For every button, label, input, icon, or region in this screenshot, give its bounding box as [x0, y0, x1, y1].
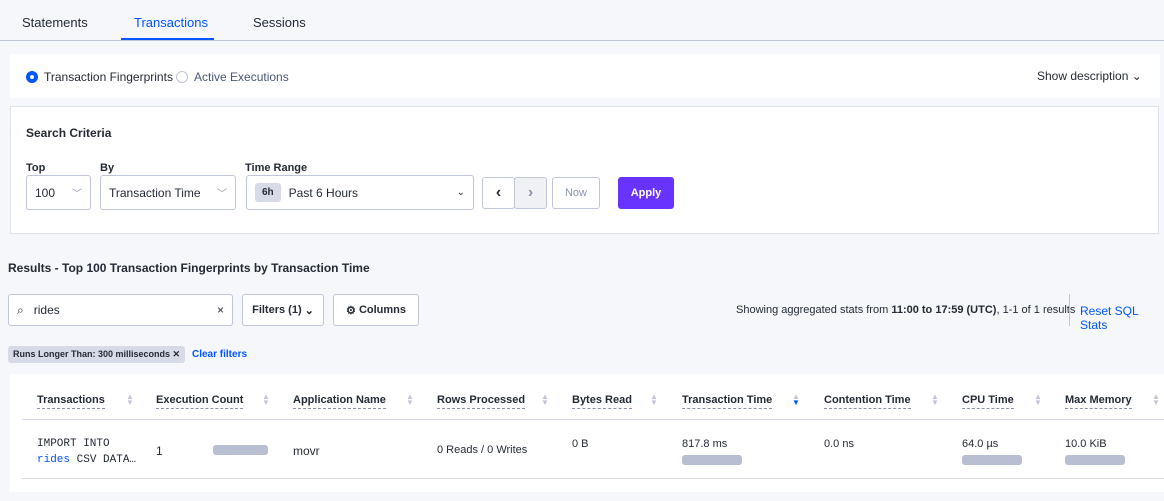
- tab-transactions[interactable]: Transactions: [134, 15, 208, 30]
- chevron-left-icon: ‹: [495, 184, 502, 201]
- sort-icon[interactable]: ▲ ▼: [126, 392, 134, 407]
- cpu-time-bar: [962, 455, 1022, 465]
- txn-keyword: rides: [37, 454, 71, 466]
- chevron-down-icon: ⌄: [304, 304, 314, 317]
- transactions-table: [10, 374, 1164, 492]
- active-tab-indicator: [121, 38, 214, 40]
- transaction-link[interactable]: IMPORT INTO rides CSV DATA…: [37, 436, 136, 468]
- top-select[interactable]: 100 ﹀: [26, 175, 91, 210]
- sort-icon[interactable]: ▲ ▼: [1152, 392, 1160, 407]
- header-transactions[interactable]: Transactions: [37, 394, 105, 409]
- divider: [1069, 294, 1070, 326]
- filters-label: Filters (1): [252, 304, 302, 316]
- execution-count: 1: [156, 444, 163, 458]
- range-value: Past 6 Hours: [288, 185, 359, 200]
- chevron-down-icon: ⌄: [1131, 69, 1142, 83]
- sort-icon[interactable]: ▲ ▼: [541, 392, 549, 407]
- time-range-label: Time Range: [245, 162, 308, 174]
- tab-statements[interactable]: Statements: [22, 15, 88, 30]
- search-icon: ⌕: [17, 302, 24, 317]
- range-badge: 6h: [255, 183, 281, 202]
- header-max-memory[interactable]: Max Memory: [1065, 394, 1132, 409]
- clear-filters-link[interactable]: Clear filters: [192, 349, 248, 360]
- execution-count-bar: [213, 445, 268, 455]
- header-contention-time[interactable]: Contention Time: [824, 394, 911, 409]
- summary-count: , 1-1 of 1 results: [996, 304, 1076, 316]
- next-range-button[interactable]: ›: [514, 177, 547, 209]
- tab-bar: Statements Transactions Sessions: [0, 0, 1164, 41]
- header-bytes-read[interactable]: Bytes Read: [572, 394, 632, 409]
- top-label: Top: [26, 162, 46, 174]
- transaction-time: 817.8 ms: [682, 438, 728, 450]
- radio-unchecked-icon: [176, 71, 188, 83]
- search-criteria-title: Search Criteria: [26, 126, 112, 140]
- filter-tag: Runs Longer Than: 300 milliseconds ✕: [8, 346, 186, 363]
- header-application-name[interactable]: Application Name: [293, 394, 386, 409]
- header-execution-count[interactable]: Execution Count: [156, 394, 244, 409]
- sort-icon[interactable]: ▲ ▼: [262, 392, 270, 407]
- transaction-time-bar: [682, 455, 742, 465]
- now-button[interactable]: Now: [552, 177, 600, 209]
- application-name: movr: [293, 444, 320, 458]
- top-value: 100: [35, 185, 56, 200]
- chevron-down-icon: ﹀: [217, 189, 227, 200]
- show-description-label: Show description: [1037, 69, 1129, 83]
- header-cpu-time[interactable]: CPU Time: [962, 394, 1014, 409]
- previous-range-button[interactable]: ‹: [482, 177, 515, 209]
- sort-descending-icon[interactable]: ▲ ▼: [792, 392, 800, 407]
- rows-processed: 0 Reads / 0 Writes: [437, 444, 528, 456]
- summary-range: 11:00 to 17:59 (UTC): [891, 304, 997, 316]
- chevron-right-icon: ›: [527, 184, 534, 201]
- time-range-select[interactable]: 6h Past 6 Hours ⌄: [246, 175, 474, 210]
- radio-fingerprints[interactable]: Transaction Fingerprints: [26, 70, 173, 84]
- bytes-read: 0 B: [572, 438, 589, 450]
- sort-icon[interactable]: ▲ ▼: [931, 392, 939, 407]
- by-value: Transaction Time: [109, 185, 201, 200]
- cpu-time: 64.0 µs: [962, 438, 999, 450]
- results-title: Results - Top 100 Transaction Fingerprin…: [8, 261, 370, 275]
- search-criteria-panel: Search Criteria Top By Time Range 100 ﹀ T…: [10, 106, 1159, 234]
- by-label: By: [100, 162, 115, 174]
- radio-active-executions[interactable]: Active Executions: [176, 70, 289, 84]
- search-value: rides: [33, 303, 60, 317]
- apply-button[interactable]: Apply: [618, 177, 674, 209]
- radio-label: Active Executions: [194, 70, 289, 84]
- chevron-down-icon: ﹀: [72, 189, 82, 200]
- contention-time: 0.0 ns: [824, 438, 854, 450]
- max-memory: 10.0 KiB: [1065, 438, 1107, 450]
- columns-button[interactable]: ⚙ Columns: [333, 294, 419, 326]
- search-input[interactable]: ⌕ rides ×: [8, 294, 233, 326]
- results-summary: Showing aggregated stats from 11:00 to 1…: [736, 304, 1075, 316]
- radio-label: Transaction Fingerprints: [44, 70, 173, 84]
- remove-filter-icon[interactable]: ✕: [172, 349, 181, 359]
- filters-button[interactable]: Filters (1) ⌄: [242, 294, 324, 326]
- reset-sql-stats-link[interactable]: Reset SQL Stats: [1080, 304, 1139, 332]
- sort-icon[interactable]: ▲ ▼: [650, 392, 658, 407]
- summary-text: Showing aggregated stats from: [736, 304, 892, 316]
- gear-icon: ⚙: [346, 304, 356, 317]
- chevron-down-icon: ⌄: [456, 187, 465, 198]
- sort-icon[interactable]: ▲ ▼: [1034, 392, 1042, 407]
- txn-text: IMPORT INTO: [37, 438, 110, 450]
- clear-search-icon[interactable]: ×: [216, 303, 224, 317]
- columns-label: Columns: [358, 304, 406, 316]
- filter-tag-label: Runs Longer Than: 300 milliseconds: [13, 349, 171, 359]
- radio-checked-icon: [26, 71, 38, 83]
- header-rows-processed[interactable]: Rows Processed: [437, 394, 526, 409]
- txn-text: CSV DATA…: [70, 454, 137, 466]
- tab-sessions[interactable]: Sessions: [253, 15, 306, 30]
- by-select[interactable]: Transaction Time ﹀: [100, 175, 236, 210]
- show-description-button[interactable]: Show description ⌄: [1037, 69, 1142, 83]
- view-selector: Transaction Fingerprints Active Executio…: [10, 54, 1160, 98]
- header-transaction-time[interactable]: Transaction Time: [682, 394, 773, 409]
- sort-icon[interactable]: ▲ ▼: [406, 392, 414, 407]
- max-memory-bar: [1065, 455, 1125, 465]
